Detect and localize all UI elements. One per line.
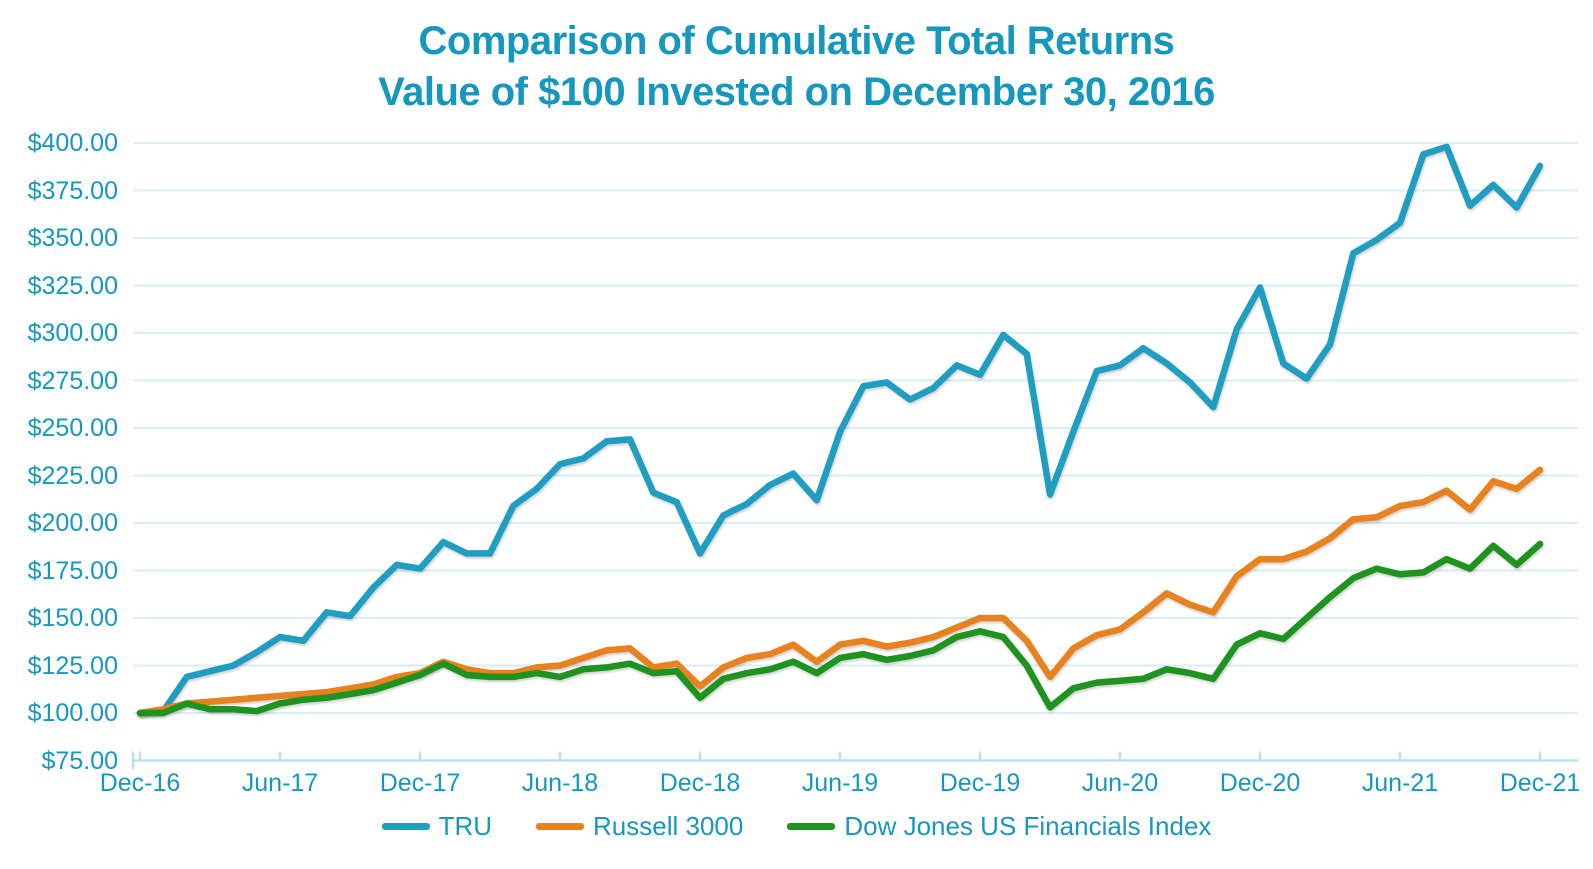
x-axis-label: Dec-18 xyxy=(659,769,741,797)
tru-line xyxy=(136,143,1544,717)
y-axis-label: $175.00 xyxy=(27,557,118,585)
y-axis-label: $200.00 xyxy=(27,509,118,537)
x-axis-label: Dec-16 xyxy=(99,769,181,797)
y-axis-label: $75.00 xyxy=(41,747,118,775)
y-axis-label: $100.00 xyxy=(27,699,118,727)
legend-item-tru: TRU xyxy=(381,811,493,842)
x-axis-label: Jun-21 xyxy=(1361,769,1439,797)
legend-item-dow-jones-us-financials-index: Dow Jones US Financials Index xyxy=(787,811,1211,842)
y-axis-label: $375.00 xyxy=(27,177,118,205)
y-axis-label: $300.00 xyxy=(27,319,118,347)
y-axis-label: $325.00 xyxy=(27,272,118,300)
x-axis-label: Jun-20 xyxy=(1081,769,1159,797)
y-axis-label: $275.00 xyxy=(27,367,118,395)
y-axis-label: $350.00 xyxy=(27,224,118,252)
legend-label: Dow Jones US Financials Index xyxy=(844,811,1212,841)
y-axis-label: $150.00 xyxy=(27,604,118,632)
x-axis-label: Jun-19 xyxy=(801,769,879,797)
x-axis-label: Dec-20 xyxy=(1219,769,1301,797)
x-axis-label: Jun-18 xyxy=(521,769,599,797)
chart-legend: TRU Russell 3000 Dow Jones US Financials I… xyxy=(0,811,1593,842)
chart-title-line2: Value of $100 Invested on December 30, 2… xyxy=(378,70,1215,114)
dow-jones-us-financials-index-line xyxy=(136,540,1544,717)
x-axis-label: Jun-17 xyxy=(241,769,319,797)
chart-title-line1: Comparison of Cumulative Total Returns xyxy=(418,19,1175,63)
legend-swatch-icon xyxy=(381,823,430,830)
russell-3000-line xyxy=(136,466,1544,717)
x-axis-label: Dec-21 xyxy=(1499,769,1581,797)
x-axis-label: Dec-17 xyxy=(379,769,461,797)
legend-label: Russell 3000 xyxy=(593,811,744,841)
y-axis-label: $250.00 xyxy=(27,414,118,442)
chart-title: Comparison of Cumulative Total Returns V… xyxy=(0,16,1593,118)
x-axis-label: Dec-19 xyxy=(939,769,1021,797)
y-axis-label: $400.00 xyxy=(27,129,118,157)
y-axis-label: $125.00 xyxy=(27,652,118,680)
legend-swatch-icon xyxy=(787,823,836,830)
legend-swatch-icon xyxy=(536,823,585,830)
legend-label: TRU xyxy=(438,811,493,841)
legend-item-russell-3000: Russell 3000 xyxy=(536,811,743,842)
y-axis-label: $225.00 xyxy=(27,462,118,490)
